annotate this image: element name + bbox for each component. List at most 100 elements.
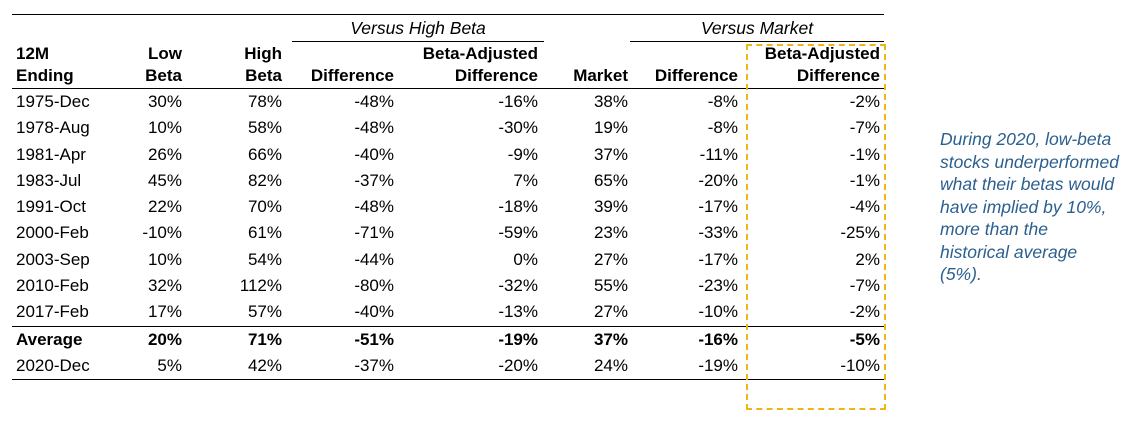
annotation-note: During 2020, low-beta stocks underperfor… <box>940 129 1119 284</box>
cell-beta-adjusted-difference-market: -10% <box>840 355 880 375</box>
cell-low-beta: 10% <box>147 249 182 269</box>
cell-high-beta: 54% <box>247 249 282 269</box>
cell-difference-market: -16% <box>698 329 738 349</box>
group-rule-market <box>630 41 884 42</box>
cell-beta-adjusted-difference-market: -2% <box>849 92 880 111</box>
cell-beta-adjusted-difference-high-beta: -59% <box>498 223 538 243</box>
cell-beta-adjusted-difference-market: -1% <box>849 144 880 164</box>
cell-period: 2010-Feb <box>16 276 89 296</box>
cell-difference-market: -33% <box>698 223 738 243</box>
table-row: 1991-Oct 22% 70% -48% -18% 39% -17% -4% <box>12 194 884 220</box>
cell-market: 27% <box>593 302 628 322</box>
table-row: 2000-Feb -10% 61% -71% -59% 23% -33% -25% <box>12 220 884 246</box>
cell-period: 2020-Dec <box>16 355 90 375</box>
cell-difference-market: -10% <box>698 302 738 322</box>
cell-beta-adjusted-difference-market: -7% <box>849 118 880 138</box>
average-row: Average 20% 71% -51% -19% 37% -16% -5% <box>12 326 884 353</box>
cell-difference-market: -19% <box>698 355 738 375</box>
header-row: 12M Ending Low Beta High Beta Difference Be… <box>12 43 884 89</box>
cell-difference-market: -17% <box>698 249 738 269</box>
cell-beta-adjusted-difference-high-beta: 0% <box>513 249 538 269</box>
group-rule-high-beta <box>292 41 544 42</box>
cell-market: 38% <box>593 92 628 111</box>
returns-table: 12M Ending Low Beta High Beta Difference Be… <box>12 43 884 380</box>
cell-market: 39% <box>593 197 628 217</box>
col-header-difference-market: Difference <box>654 66 738 85</box>
cell-difference-high-beta: -48% <box>354 92 394 111</box>
cell-difference-market: -20% <box>698 170 738 190</box>
cell-low-beta: 10% <box>147 118 182 138</box>
group-header-versus-high-beta: Versus High Beta <box>350 18 486 38</box>
cell-low-beta: 45% <box>147 170 182 190</box>
cell-beta-adjusted-difference-market: 2% <box>855 249 880 269</box>
cell-difference-high-beta: -44% <box>354 249 394 269</box>
table-row: 1981-Apr 26% 66% -40% -9% 37% -11% -1% <box>12 142 884 168</box>
latest-row: 2020-Dec 5% 42% -37% -20% 24% -19% -10% <box>12 353 884 380</box>
cell-beta-adjusted-difference-high-beta: -19% <box>498 329 538 349</box>
table-top-rule <box>12 14 884 15</box>
cell-low-beta: 32% <box>147 276 182 296</box>
col-header-beta-adjusted-difference-high-beta: Beta-Adjusted Difference <box>422 44 538 85</box>
table-row: 2017-Feb 17% 57% -40% -13% 27% -10% -2% <box>12 299 884 326</box>
cell-beta-adjusted-difference-high-beta: 7% <box>513 170 538 190</box>
table-row: 1978-Aug 10% 58% -48% -30% 19% -8% -7% <box>12 115 884 141</box>
table-row: 1975-Dec 30% 78% -48% -16% 38% -8% -2% <box>12 89 884 116</box>
cell-high-beta: 71% <box>247 329 282 349</box>
cell-high-beta: 78% <box>247 92 282 111</box>
cell-difference-high-beta: -37% <box>354 170 394 190</box>
cell-beta-adjusted-difference-market: -1% <box>849 170 880 190</box>
cell-high-beta: 57% <box>247 302 282 322</box>
cell-market: 24% <box>593 355 628 375</box>
cell-low-beta: 17% <box>147 302 182 322</box>
cell-period: 1975-Dec <box>16 92 90 111</box>
cell-market: 37% <box>593 329 628 349</box>
cell-low-beta: 26% <box>147 144 182 164</box>
cell-difference-high-beta: -51% <box>354 329 394 349</box>
cell-high-beta: 42% <box>247 355 282 375</box>
cell-beta-adjusted-difference-high-beta: -13% <box>498 302 538 322</box>
col-header-difference-high-beta: Difference <box>310 66 394 85</box>
cell-low-beta: 22% <box>147 197 182 217</box>
col-header-low-beta: Low Beta <box>145 44 182 85</box>
cell-low-beta: -10% <box>142 223 182 243</box>
cell-market: 23% <box>593 223 628 243</box>
cell-low-beta: 20% <box>147 329 182 349</box>
cell-beta-adjusted-difference-market: -7% <box>849 276 880 296</box>
cell-beta-adjusted-difference-market: -2% <box>849 302 880 322</box>
cell-period: 2003-Sep <box>16 249 90 269</box>
cell-beta-adjusted-difference-high-beta: -20% <box>498 355 538 375</box>
col-header-beta-adjusted-difference-market: Beta-Adjusted Difference <box>764 44 880 85</box>
cell-difference-high-beta: -48% <box>354 197 394 217</box>
cell-difference-market: -8% <box>707 92 738 111</box>
cell-market: 19% <box>593 118 628 138</box>
cell-period: 2000-Feb <box>16 223 89 243</box>
col-header-12m-ending: 12M Ending <box>16 44 74 85</box>
cell-high-beta: 70% <box>247 197 282 217</box>
cell-market: 27% <box>593 249 628 269</box>
cell-period: 2017-Feb <box>16 302 89 322</box>
cell-low-beta: 30% <box>147 92 182 111</box>
cell-difference-high-beta: -48% <box>354 118 394 138</box>
group-header-versus-market: Versus Market <box>700 18 814 38</box>
cell-market: 65% <box>593 170 628 190</box>
cell-period: 1983-Jul <box>16 170 82 190</box>
cell-difference-market: -11% <box>699 144 738 164</box>
cell-market: 55% <box>593 276 628 296</box>
cell-difference-market: -23% <box>698 276 738 296</box>
cell-period: 1981-Apr <box>16 144 86 164</box>
cell-difference-market: -8% <box>707 118 738 138</box>
cell-beta-adjusted-difference-market: -4% <box>849 197 880 217</box>
cell-difference-high-beta: -40% <box>354 302 394 322</box>
cell-high-beta: 61% <box>247 223 282 243</box>
cell-beta-adjusted-difference-high-beta: -32% <box>498 276 538 296</box>
cell-beta-adjusted-difference-market: -25% <box>840 223 880 243</box>
cell-difference-high-beta: -40% <box>354 144 394 164</box>
table-row: 1983-Jul 45% 82% -37% 7% 65% -20% -1% <box>12 168 884 194</box>
cell-high-beta: 112% <box>239 276 282 296</box>
cell-high-beta: 82% <box>247 170 282 190</box>
col-header-high-beta: High Beta <box>244 44 282 85</box>
cell-difference-high-beta: -80% <box>354 276 394 296</box>
col-header-market: Market <box>573 66 628 85</box>
cell-period: 1978-Aug <box>16 118 90 138</box>
cell-period: 1991-Oct <box>16 197 86 217</box>
